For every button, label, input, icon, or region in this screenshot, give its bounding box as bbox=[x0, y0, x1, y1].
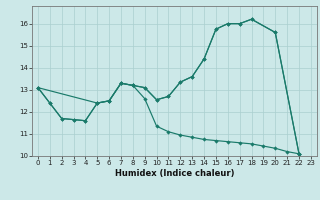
X-axis label: Humidex (Indice chaleur): Humidex (Indice chaleur) bbox=[115, 169, 234, 178]
